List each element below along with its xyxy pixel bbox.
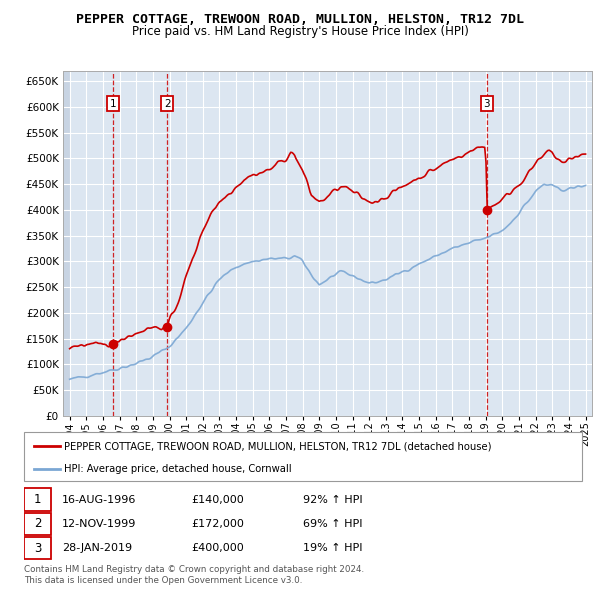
Text: 1: 1 [110,99,116,109]
Text: 92% ↑ HPI: 92% ↑ HPI [303,495,362,505]
Text: PEPPER COTTAGE, TREWOON ROAD, MULLION, HELSTON, TR12 7DL (detached house): PEPPER COTTAGE, TREWOON ROAD, MULLION, H… [64,441,491,451]
Text: PEPPER COTTAGE, TREWOON ROAD, MULLION, HELSTON, TR12 7DL: PEPPER COTTAGE, TREWOON ROAD, MULLION, H… [76,13,524,26]
Text: HPI: Average price, detached house, Cornwall: HPI: Average price, detached house, Corn… [64,464,292,474]
Text: 2: 2 [34,517,41,530]
Text: 16-AUG-1996: 16-AUG-1996 [62,495,136,505]
Text: £400,000: £400,000 [191,543,244,553]
Text: This data is licensed under the Open Government Licence v3.0.: This data is licensed under the Open Gov… [24,576,302,585]
Text: £172,000: £172,000 [191,519,244,529]
FancyBboxPatch shape [24,432,582,481]
Text: 69% ↑ HPI: 69% ↑ HPI [303,519,362,529]
Text: 3: 3 [484,99,490,109]
FancyBboxPatch shape [24,489,51,511]
Text: 1: 1 [34,493,41,506]
FancyBboxPatch shape [24,513,51,535]
Text: Price paid vs. HM Land Registry's House Price Index (HPI): Price paid vs. HM Land Registry's House … [131,25,469,38]
Text: Contains HM Land Registry data © Crown copyright and database right 2024.: Contains HM Land Registry data © Crown c… [24,565,364,574]
Text: 12-NOV-1999: 12-NOV-1999 [62,519,136,529]
Text: 3: 3 [34,542,41,555]
Text: 19% ↑ HPI: 19% ↑ HPI [303,543,362,553]
Text: £140,000: £140,000 [191,495,244,505]
Text: 2: 2 [164,99,170,109]
Text: 28-JAN-2019: 28-JAN-2019 [62,543,132,553]
Bar [63,71,70,416]
FancyBboxPatch shape [24,537,51,559]
